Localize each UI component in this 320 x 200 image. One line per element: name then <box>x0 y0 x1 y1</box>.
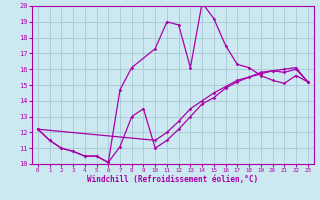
X-axis label: Windchill (Refroidissement éolien,°C): Windchill (Refroidissement éolien,°C) <box>87 175 258 184</box>
